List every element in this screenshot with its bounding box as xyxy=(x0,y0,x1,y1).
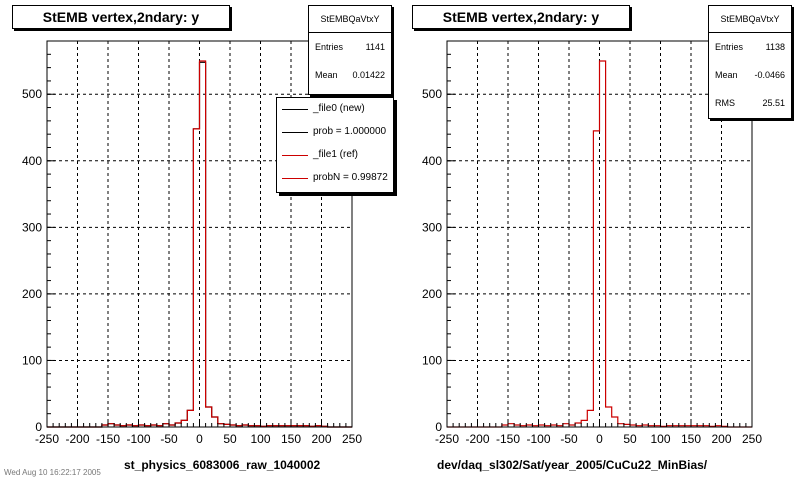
stats-value: 0.01422 xyxy=(352,70,385,80)
legend-swatch xyxy=(282,109,308,110)
stats-label: Entries xyxy=(315,42,344,52)
y-tick-label: 500 xyxy=(22,87,42,101)
stats-name: StEMBQaVtxY xyxy=(309,6,391,33)
y-tick-label: 200 xyxy=(22,287,42,301)
x-tick-label: -50 xyxy=(160,432,178,446)
stats-label: RMS xyxy=(715,98,735,108)
x-tick-label: 250 xyxy=(742,432,762,446)
stats-value: 25.51 xyxy=(762,98,785,108)
histogram-chart: -250 -200 -150 -100 -50 0 50 100 150 200 250 0 100 20… xyxy=(22,40,362,446)
legend-label: prob = 1.000000 xyxy=(313,126,387,137)
footer-timestamp: Wed Aug 10 16:22:17 2005 xyxy=(4,468,101,477)
y-tick-label: 0 xyxy=(35,420,42,434)
x-tick-label: 150 xyxy=(681,432,701,446)
stats-label: Mean xyxy=(315,70,338,80)
stats-row-entries: Entries 1138 xyxy=(709,33,791,61)
right-panel: StEMB vertex,2ndary: y -250 -200 -150 -100-… xyxy=(400,0,800,480)
stats-name: StEMBQaVtxY xyxy=(709,6,791,33)
plot-title: StEMB vertex,2ndary: y xyxy=(12,5,230,29)
x-tick-label: -200 xyxy=(465,432,489,446)
legend: _file0 (new) prob = 1.000000 _file1 (ref… xyxy=(276,97,394,193)
legend-item: _file0 (new) xyxy=(277,98,393,121)
x-tick-label: 0 xyxy=(196,432,203,446)
x-axis-label: dev/daq_sl302/Sat/year_2005/CuCu22_MinBi… xyxy=(437,458,708,472)
x-tick-label: -100 xyxy=(126,432,150,446)
y-tick-label: 400 xyxy=(422,154,442,168)
legend-label: _file1 (ref) xyxy=(313,149,359,160)
histogram-chart: -250 -200 -150 -100 -50 0 50 100 150 200 250 0 100 20… xyxy=(422,40,762,446)
stats-row-mean: Mean -0.0466 xyxy=(709,61,791,89)
x-tick-label: 100 xyxy=(650,432,670,446)
x-tick-label: -150 xyxy=(496,432,520,446)
x-tick-label: 150 xyxy=(281,432,301,446)
y-tick-label: 300 xyxy=(22,220,42,234)
x-tick-label: 250 xyxy=(342,432,362,446)
plot-title: StEMB vertex,2ndary: y xyxy=(412,5,630,29)
x-tick-label: -100 xyxy=(526,432,550,446)
x-tick-label: -50 xyxy=(560,432,578,446)
stats-label: Entries xyxy=(715,42,744,52)
stats-box: StEMBQaVtxY Entries 1141 Mean 0.01422 xyxy=(308,5,392,95)
x-tick-label: -200 xyxy=(65,432,89,446)
y-tick-label: 100 xyxy=(22,353,42,367)
stats-box: StEMBQaVtxY Entries 1138 Mean -0.0466 RM… xyxy=(708,5,792,119)
legend-label: _file0 (new) xyxy=(313,103,365,114)
legend-item: _file1 (ref) xyxy=(277,144,393,167)
x-tick-label: 200 xyxy=(711,432,731,446)
x-tick-label: 100 xyxy=(250,432,270,446)
x-axis-label: st_physics_6083006_raw_1040002 xyxy=(124,458,321,472)
y-tick-label: 500 xyxy=(422,87,442,101)
y-tick-label: 300 xyxy=(422,220,442,234)
x-tick-label: 200 xyxy=(311,432,331,446)
y-tick-label: 200 xyxy=(422,287,442,301)
legend-item: probN = 0.99872 xyxy=(277,167,393,190)
y-tick-label: 400 xyxy=(22,154,42,168)
stats-value: -0.0466 xyxy=(754,70,785,80)
stats-row-entries: Entries 1141 xyxy=(309,33,391,61)
legend-swatch xyxy=(282,178,308,179)
legend-swatch xyxy=(282,155,308,156)
x-tick-label: -250 xyxy=(435,432,459,446)
stats-value: 1141 xyxy=(365,42,385,52)
x-tick-label: 0 xyxy=(596,432,603,446)
x-tick-label: -250 xyxy=(35,432,59,446)
legend-label: probN = 0.99872 xyxy=(313,172,388,183)
x-tick-label: 50 xyxy=(623,432,637,446)
y-tick-label: 0 xyxy=(435,420,442,434)
stats-row-rms: RMS 25.51 xyxy=(709,89,791,117)
x-tick-label: -150 xyxy=(96,432,120,446)
legend-item: prob = 1.000000 xyxy=(277,121,393,144)
legend-swatch xyxy=(282,132,308,133)
x-tick-label: 50 xyxy=(223,432,237,446)
stats-value: 1138 xyxy=(765,42,785,52)
y-tick-label: 100 xyxy=(422,353,442,367)
stats-row-mean: Mean 0.01422 xyxy=(309,61,391,89)
left-panel: StEMB vertex,2ndary: y -250 -200 -150 -100-… xyxy=(4,5,394,477)
stats-label: Mean xyxy=(715,70,738,80)
